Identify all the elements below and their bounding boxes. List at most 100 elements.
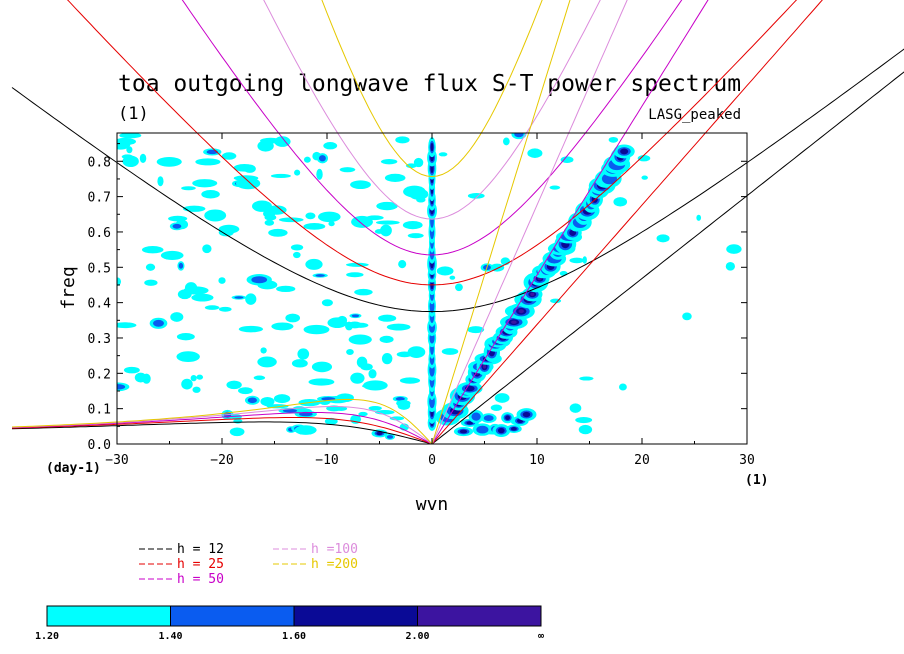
x-axis-label: wvn bbox=[416, 494, 449, 515]
noise-blob bbox=[490, 263, 505, 272]
noise-blob bbox=[608, 136, 619, 143]
colorbar-label: 1.60 bbox=[282, 631, 306, 642]
noise-blob bbox=[378, 314, 397, 322]
noise-blob bbox=[305, 258, 323, 270]
x-tick-label: 20 bbox=[634, 453, 650, 468]
lowband-blob-l3 bbox=[459, 429, 468, 434]
noise-blob-l2 bbox=[318, 155, 326, 162]
noise-blob bbox=[490, 404, 503, 411]
noise-blob bbox=[569, 257, 585, 264]
noise-blob bbox=[274, 136, 291, 147]
dispersion-curves-layer bbox=[11, 0, 904, 445]
y-tick-label: 0.2 bbox=[88, 367, 111, 382]
noise-blob bbox=[191, 293, 214, 302]
noise-blob bbox=[503, 137, 510, 146]
y-unit-label: (day-1) bbox=[46, 461, 101, 476]
noise-blob bbox=[569, 403, 582, 413]
noise-blob bbox=[376, 201, 398, 211]
legend-label: h = 12 bbox=[177, 542, 224, 557]
noise-blob bbox=[141, 246, 164, 254]
inertio-gravity-curve bbox=[66, 0, 798, 286]
legend-label: h = 50 bbox=[177, 572, 224, 587]
noise-blob bbox=[328, 221, 335, 227]
noise-blob bbox=[582, 256, 587, 264]
noise-blob bbox=[379, 335, 394, 343]
low-freq-blob bbox=[335, 406, 348, 411]
noise-blob bbox=[181, 186, 196, 191]
mjo-blob-l2 bbox=[386, 435, 394, 439]
x-tick-label: 0 bbox=[428, 453, 436, 468]
noise-blob bbox=[345, 262, 369, 267]
noise-blob bbox=[233, 164, 256, 172]
noise-blob bbox=[579, 376, 594, 381]
noise-blob bbox=[238, 325, 264, 333]
colorbar-swatch bbox=[170, 605, 295, 627]
noise-blob bbox=[117, 137, 136, 146]
noise-blob bbox=[257, 356, 277, 368]
noise-blob bbox=[613, 197, 628, 207]
x-tick-label: −30 bbox=[105, 453, 128, 468]
low-freq-blob-l2 bbox=[282, 408, 298, 413]
noise-blob bbox=[396, 351, 413, 358]
noise-blob bbox=[346, 272, 364, 278]
colorbar-label: 2.00 bbox=[405, 631, 429, 642]
x-tick-label: 30 bbox=[739, 453, 755, 468]
noise-blob bbox=[416, 197, 426, 203]
noise-blob bbox=[549, 185, 561, 190]
noise-blob bbox=[346, 348, 354, 355]
y-tick-label: 0.1 bbox=[88, 403, 111, 418]
colorbar-swatch bbox=[46, 605, 171, 627]
y-tick-label: 0.0 bbox=[88, 438, 111, 453]
legend-label: h =100 bbox=[311, 542, 358, 557]
chart-subtitle-right: LASG_peaked bbox=[648, 107, 741, 123]
noise-blob bbox=[402, 220, 423, 230]
noise-blob bbox=[176, 351, 200, 363]
noise-blob bbox=[190, 375, 197, 382]
noise-blob bbox=[395, 136, 410, 144]
noise-blob bbox=[144, 279, 158, 286]
noise-blob-l2 bbox=[117, 384, 126, 390]
noise-blob-l2 bbox=[315, 274, 325, 277]
noise-blob bbox=[252, 200, 272, 212]
noise-blob bbox=[441, 348, 459, 355]
noise-blob bbox=[226, 380, 242, 390]
noise-blob bbox=[348, 334, 372, 345]
axes-layer: −30 −20 −10 0 10 20 30 0.0 0.1 0.2 0.3 0.4 0.5 0.6 0.7… bbox=[88, 133, 755, 468]
noise-blob-l2 bbox=[247, 397, 257, 404]
lowband-blob-l3 bbox=[466, 421, 474, 425]
noise-blob bbox=[368, 369, 377, 379]
noise-blob bbox=[181, 378, 193, 390]
noise-blob bbox=[157, 176, 164, 187]
noise-blob-l2 bbox=[178, 262, 184, 269]
noise-blob bbox=[725, 261, 735, 271]
kelvin-band-blob-l4 bbox=[530, 292, 535, 297]
noise-blob bbox=[682, 312, 692, 321]
noise-blob bbox=[494, 393, 510, 403]
noise-blob bbox=[380, 159, 398, 165]
noise-blob bbox=[291, 359, 308, 368]
noise-blob bbox=[218, 224, 240, 234]
noise-blob bbox=[263, 209, 276, 218]
x-tick-label: 10 bbox=[529, 453, 545, 468]
noise-blob bbox=[318, 211, 341, 223]
noise-blob bbox=[204, 305, 220, 310]
equatorial-rossby-curve bbox=[11, 421, 433, 445]
contour-fill-layer bbox=[117, 133, 742, 440]
lowband-blob-l3 bbox=[522, 411, 531, 418]
y-tick-label: 0.3 bbox=[88, 332, 111, 347]
noise-blob bbox=[386, 323, 411, 331]
noise-blob bbox=[303, 156, 311, 163]
mjo-blob-l3 bbox=[376, 431, 383, 436]
inertio-gravity-curve bbox=[321, 0, 543, 178]
noise-blob bbox=[253, 375, 266, 381]
inertio-gravity-curve bbox=[181, 0, 683, 256]
noise-blob-l2 bbox=[234, 296, 244, 299]
noise-blob bbox=[201, 190, 220, 199]
noise-blob bbox=[285, 313, 301, 323]
low-freq-blob bbox=[396, 399, 411, 407]
inertio-gravity-curve bbox=[11, 48, 904, 313]
kelvin-curve bbox=[431, 0, 709, 445]
noise-blob bbox=[305, 212, 316, 220]
kelvin-curve bbox=[431, 71, 904, 445]
noise-blob bbox=[271, 322, 294, 331]
